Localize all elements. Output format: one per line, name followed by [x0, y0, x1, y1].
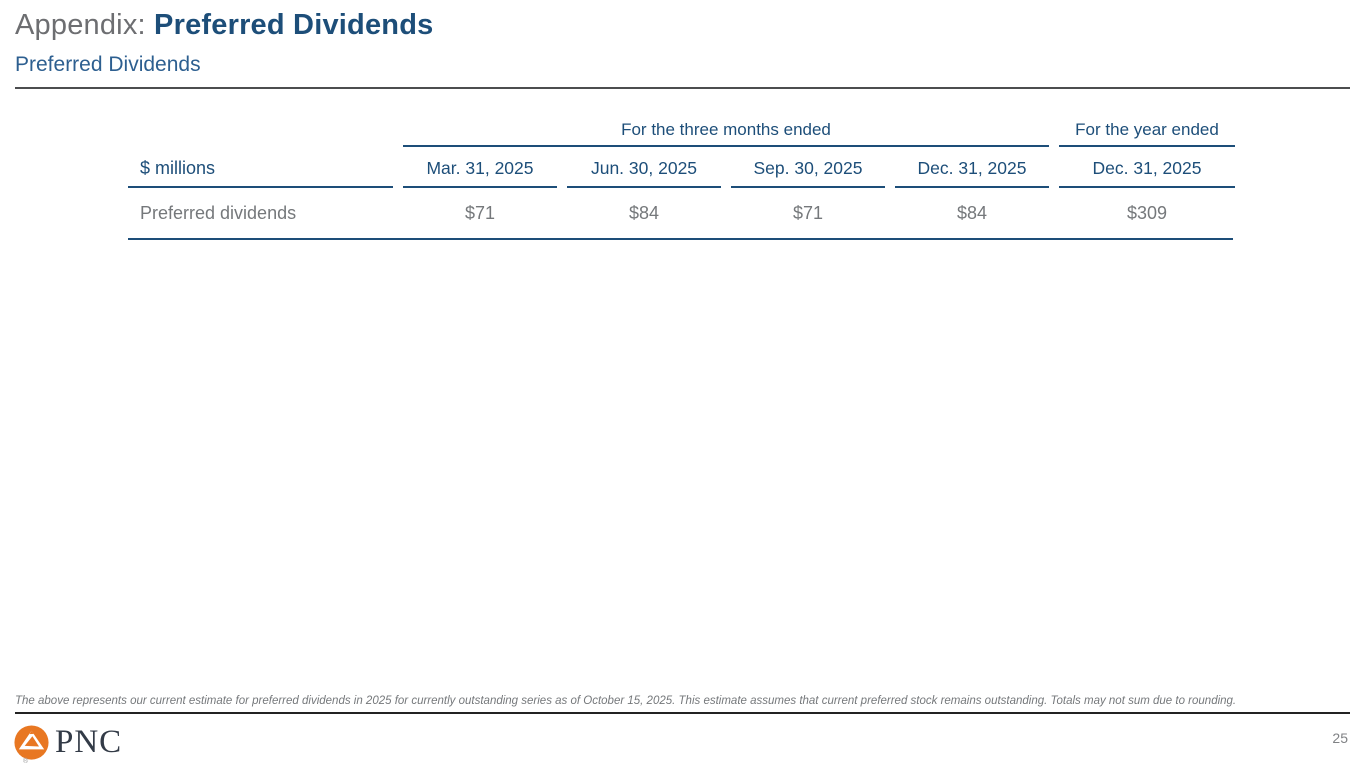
group-header-year: For the year ended — [1059, 110, 1235, 147]
column-header-q1: Mar. 31, 2025 — [403, 147, 557, 188]
group-header-spacer — [128, 110, 393, 147]
value-q4: $84 — [956, 202, 988, 223]
unit-label: $ millions — [128, 147, 393, 188]
footnote: The above represents our current estimat… — [15, 695, 1237, 707]
column-header-q3: Sep. 30, 2025 — [731, 147, 885, 188]
header-divider — [15, 87, 1350, 89]
value-q2: $84 — [628, 202, 660, 223]
value-q1: $71 — [464, 202, 496, 223]
footer-divider — [15, 712, 1350, 714]
column-header-q2: Jun. 30, 2025 — [567, 147, 721, 188]
pnc-wordmark: PNC — [55, 724, 123, 760]
pnc-logo: ® PNC — [14, 724, 123, 765]
value-full-year: $309 — [1126, 202, 1168, 223]
page-title-prefix: Appendix: — [15, 9, 155, 41]
table-row: Preferred dividends $71 $84 $71 $84 $309 — [128, 188, 1235, 238]
preferred-dividends-table: For the three months ended For the year … — [128, 110, 1235, 240]
page-number: 25 — [1332, 730, 1348, 746]
row-label: Preferred dividends — [140, 202, 297, 223]
page-subtitle: Preferred Dividends — [15, 53, 201, 76]
table-bottom-border — [128, 238, 1233, 240]
page-title-emphasis: Preferred Dividends — [154, 9, 434, 41]
column-header-full-year: Dec. 31, 2025 — [1059, 147, 1235, 188]
page-title: Appendix: Preferred Dividends — [15, 8, 433, 42]
column-header-q4: Dec. 31, 2025 — [895, 147, 1049, 188]
value-q3: $71 — [792, 202, 824, 223]
group-header-three-months: For the three months ended — [403, 110, 1049, 147]
group-header-row: For the three months ended For the year … — [128, 110, 1235, 147]
registered-trademark: ® — [23, 758, 29, 765]
column-header-row: $ millions Mar. 31, 2025 Jun. 30, 2025 S… — [128, 147, 1235, 188]
pnc-pinwheel-icon — [14, 725, 49, 760]
